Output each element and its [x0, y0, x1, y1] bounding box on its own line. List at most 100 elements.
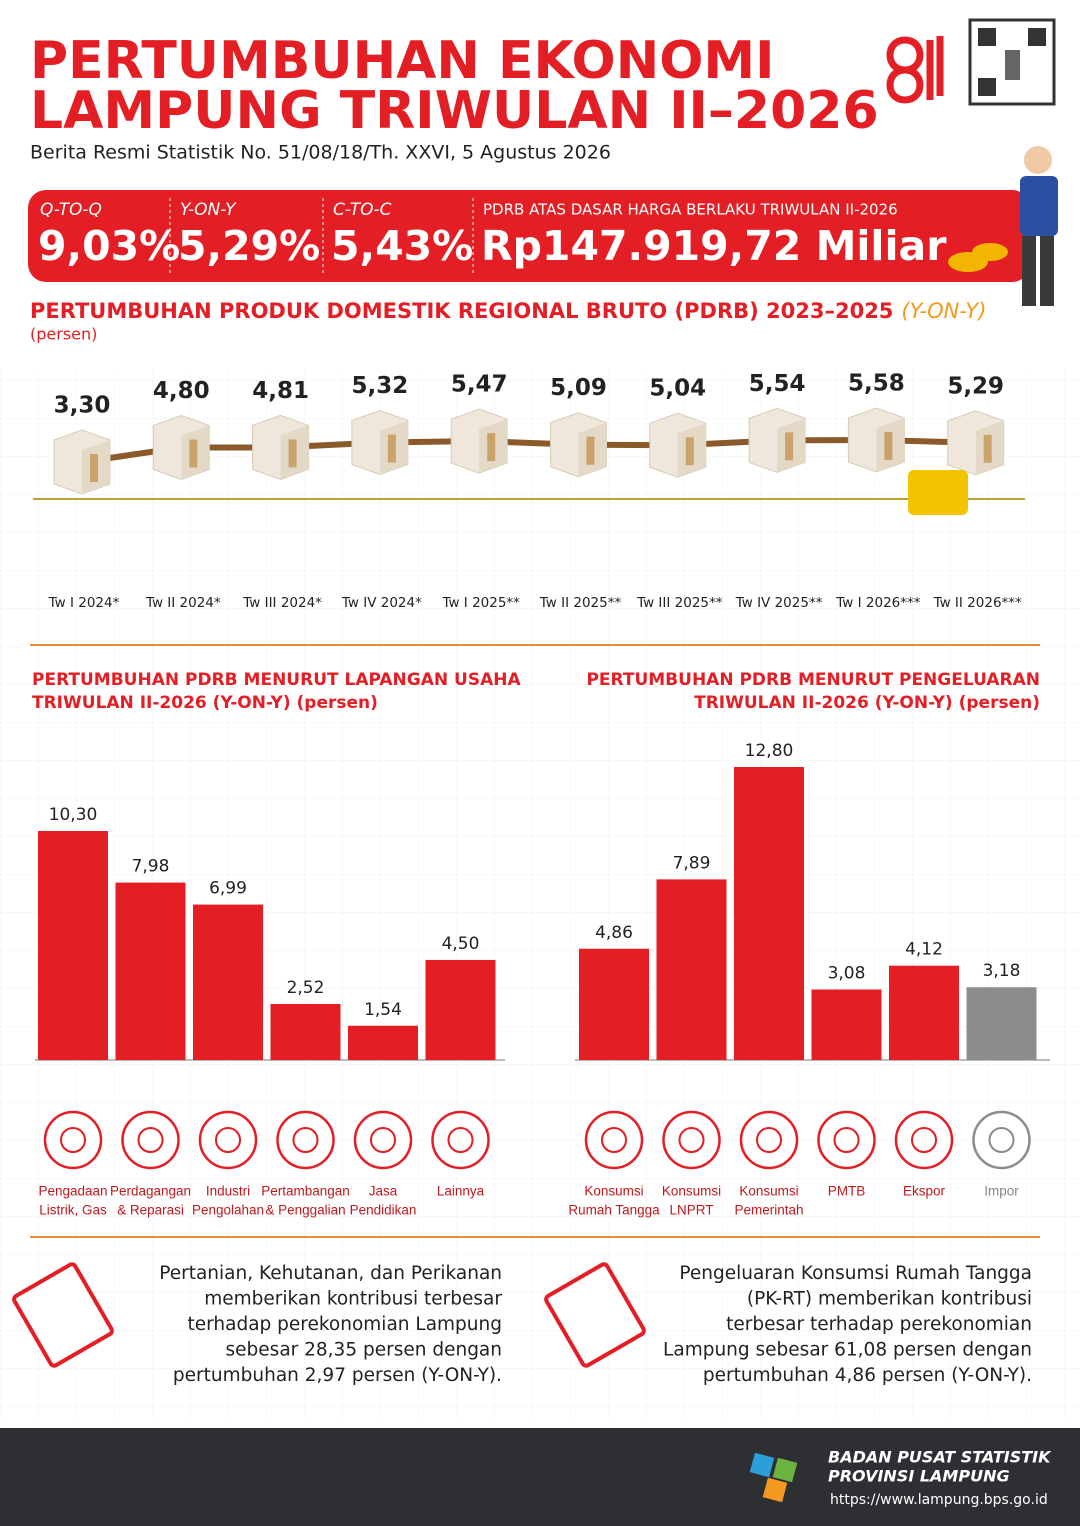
x-tick-label: Tw II 2026***: [933, 595, 1022, 611]
category-icon: [584, 1110, 644, 1170]
category-icon: [817, 1110, 876, 1170]
kpi-label: Q-TO-Q: [40, 200, 102, 220]
category-label: PMTB: [828, 1184, 866, 1199]
category-label: Perdagangan: [110, 1184, 191, 1199]
kpi-label: PDRB ATAS DASAR HARGA BERLAKU TRIWULAN I…: [483, 201, 898, 219]
bar: [811, 989, 882, 1060]
category-icon-inner: [292, 1127, 319, 1153]
category-label: Industri: [206, 1184, 250, 1199]
value-label: 4,81: [252, 378, 309, 404]
value-label: 3,08: [828, 963, 866, 983]
note-line: terhadap perekonomian Lampung: [187, 1314, 502, 1335]
box-marker: [847, 407, 905, 473]
x-tick-label: Tw II 2025**: [539, 595, 622, 611]
bar: [656, 879, 727, 1060]
category-icon-inner: [137, 1127, 164, 1153]
category-icon-inner: [988, 1127, 1015, 1153]
chart-title: PERTUMBUHAN PDRB MENURUT PENGELUARAN: [586, 670, 1040, 690]
x-tick-label: Tw III 2024*: [242, 595, 322, 611]
x-tick-label: Tw I 2026***: [835, 595, 920, 611]
box-tape: [685, 437, 694, 466]
category-icon: [276, 1110, 335, 1170]
chart-title: PERTUMBUHAN PRODUK DOMESTIK REGIONAL BRU…: [30, 299, 986, 323]
bar: [966, 987, 1037, 1060]
category-icon-inner: [447, 1127, 474, 1153]
category-icon-inner: [833, 1127, 860, 1153]
category-icon: [972, 1110, 1031, 1170]
category-icon-inner: [678, 1127, 705, 1153]
category-label: Listrik, Gas: [39, 1203, 107, 1218]
notes: Pertanian, Kehutanan, dan Perikanan membe…: [159, 1263, 1032, 1386]
kpis: Q-TO-Q9,03%Y-ON-Y5,29% C-TO-C5,43% PDRB AT…: [38, 198, 947, 274]
box-marker: [649, 412, 707, 478]
value-label: 5,04: [649, 376, 706, 402]
x-tick-label: Tw III 2025**: [636, 595, 723, 611]
category-icon-inner: [601, 1127, 627, 1153]
chart-title-note: (Y-ON-Y): [901, 299, 986, 323]
value-label: 4,12: [905, 940, 943, 960]
value-label: 10,30: [49, 805, 98, 825]
note-line: sebesar 28,35 persen dengan: [226, 1340, 502, 1361]
category-icon: [739, 1110, 799, 1170]
kpi-label: Y-ON-Y: [180, 200, 237, 220]
value-label: 12,80: [745, 741, 794, 761]
x-tick-label: Tw I 2025**: [441, 595, 520, 611]
box-tape: [983, 434, 992, 463]
category-label: Rumah Tangga: [568, 1203, 660, 1218]
kpi-value: 5,43%: [331, 222, 473, 270]
category-label: Pemerintah: [734, 1203, 803, 1218]
bar: [193, 904, 263, 1060]
url: https://www.lampung.bps.go.id: [830, 1492, 1048, 1508]
bar: [425, 959, 496, 1060]
category-label: Pengolahan: [192, 1203, 264, 1218]
category-label: Ekspor: [903, 1184, 946, 1199]
chart-title: TRIWULAN II-2026 (Y-ON-Y) (persen): [32, 693, 378, 713]
category-icon: [894, 1110, 954, 1170]
value-label: 1,54: [364, 1000, 402, 1020]
kpi-value: 5,29%: [178, 222, 320, 270]
box-tape: [90, 454, 98, 482]
note-line: (PK-RT) memberikan kontribusi: [747, 1289, 1032, 1310]
subtitle: Berita Resmi Statistik No. 51/08/18/Th. …: [30, 142, 611, 164]
box-tape: [785, 432, 794, 461]
kpi-label: C-TO-C: [333, 200, 392, 220]
box-tape: [586, 436, 595, 465]
box-marker: [450, 408, 508, 474]
footer: [0, 1428, 1080, 1526]
note-line: Pengeluaran Konsumsi Rumah Tangga: [679, 1263, 1032, 1284]
category-icon-inner: [60, 1127, 86, 1153]
category-icon-inner: [911, 1127, 937, 1153]
kpi-value: Rp147.919,72 Miliar: [481, 222, 947, 270]
chart-title: PERTUMBUHAN PDRB MENURUT LAPANGAN USAHA: [32, 670, 521, 690]
x-tick-label: Tw IV 2024*: [341, 595, 422, 611]
category-label: LNPRT: [669, 1203, 713, 1218]
x-tick-label: Tw II 2024*: [145, 595, 221, 611]
forklift: [908, 470, 968, 515]
box-marker: [550, 412, 607, 478]
value-label: 5,58: [848, 371, 905, 397]
category-label: Pertambangan: [261, 1184, 350, 1199]
box-marker: [152, 414, 210, 481]
bar: [270, 1003, 341, 1060]
kpi-band: [28, 190, 1030, 282]
box-marker: [252, 414, 310, 480]
box-tape: [288, 439, 297, 468]
chart-title-text: PERTUMBUHAN PRODUK DOMESTIK REGIONAL BRU…: [30, 299, 893, 323]
org-name: BADAN PUSAT STATISTIK: [828, 1448, 1052, 1467]
value-label: 7,98: [132, 857, 170, 877]
bar: [38, 831, 108, 1060]
value-label: 6,99: [209, 879, 247, 899]
x-tick-label: Tw IV 2025**: [735, 595, 823, 611]
category-label: Jasa: [369, 1184, 398, 1199]
note-line: pertumbuhan 2,97 persen (Y-ON-Y).: [173, 1365, 502, 1386]
category-label: Konsumsi: [739, 1184, 798, 1199]
box-tape: [387, 434, 396, 463]
note-line: memberikan kontribusi terbesar: [204, 1289, 502, 1310]
bar: [348, 1025, 418, 1060]
category-label: Pendidikan: [350, 1203, 417, 1218]
category-icon: [431, 1110, 490, 1170]
clipboard-icon: [12, 1262, 114, 1368]
x-tick-label: Tw I 2024*: [48, 595, 120, 611]
value-label: 5,47: [451, 372, 508, 398]
category-label: Konsumsi: [662, 1184, 721, 1199]
